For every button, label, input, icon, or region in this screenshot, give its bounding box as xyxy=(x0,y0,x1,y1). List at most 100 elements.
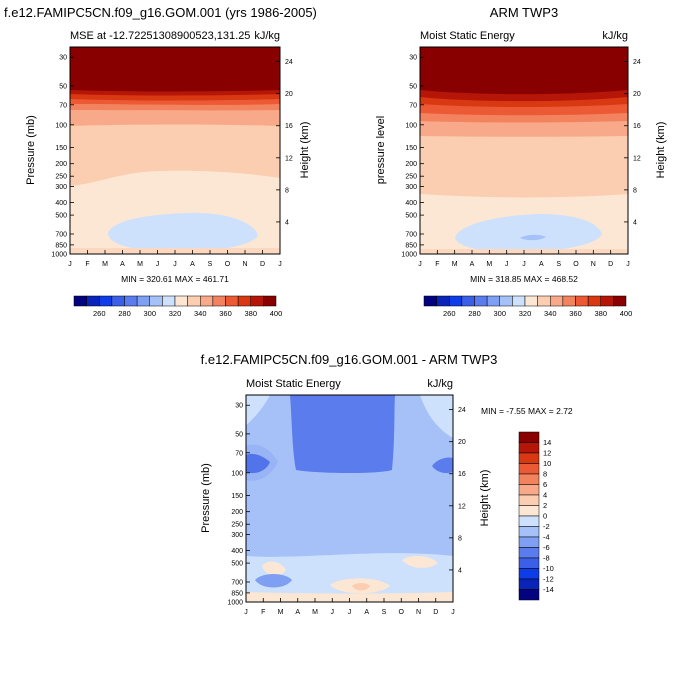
xtick-label: M xyxy=(278,609,284,616)
colorbar-swatch xyxy=(136,295,150,307)
ytick-label: 300 xyxy=(231,532,243,539)
ytick-label: 50 xyxy=(59,83,67,90)
xtick-label: D xyxy=(433,609,438,616)
colorbar-swatch xyxy=(212,295,226,307)
ytick-label: 100 xyxy=(55,122,67,129)
xtick-label: M xyxy=(137,261,143,268)
panel-obs-mse: ARM TWP3 Moist Static Energy kJ/kg press… xyxy=(375,5,667,318)
ytick-right-label: 4 xyxy=(458,567,462,574)
colorbar-label: 300 xyxy=(143,309,156,318)
panel-b-ylabel: pressure level xyxy=(375,116,387,184)
xtick-label: F xyxy=(85,261,89,268)
colorbar-label: -12 xyxy=(543,575,554,584)
xtick-label: O xyxy=(573,261,579,268)
ytick-label: 50 xyxy=(235,431,243,438)
colorbar-label: 2 xyxy=(543,501,547,510)
xtick-label: A xyxy=(295,609,300,616)
xtick-label: A xyxy=(539,261,544,268)
colorbar-label: 12 xyxy=(543,449,551,458)
xtick-label: S xyxy=(382,609,387,616)
panel-c-ylabel: Pressure (mb) xyxy=(200,463,212,533)
xtick-label: J xyxy=(451,609,455,616)
colorbar-swatch xyxy=(423,295,437,307)
colorbar-label: 280 xyxy=(118,309,131,318)
colorbar-label: -2 xyxy=(543,522,550,531)
colorbar-label: 4 xyxy=(543,491,547,500)
panel-b-title: ARM TWP3 xyxy=(490,5,558,20)
ytick-right-label: 8 xyxy=(633,187,637,194)
colorbar-swatch xyxy=(524,295,538,307)
colorbar-label: 260 xyxy=(93,309,106,318)
xtick-label: A xyxy=(470,261,475,268)
colorbar-swatch xyxy=(518,568,540,580)
xtick-label: S xyxy=(556,261,561,268)
ytick-label: 700 xyxy=(405,231,417,238)
ytick-label: 200 xyxy=(55,161,67,168)
colorbar-label: 400 xyxy=(620,309,633,318)
xtick-label: M xyxy=(452,261,458,268)
ytick-label: 400 xyxy=(55,200,67,207)
ytick-label: 100 xyxy=(405,122,417,129)
colorbar-swatch xyxy=(518,515,540,527)
panel-difference-mse: f.e12.FAMIPC5CN.f09_g16.GOM.001 - ARM TW… xyxy=(200,352,573,616)
ytick-label: 850 xyxy=(405,242,417,249)
colorbar-swatch xyxy=(575,295,589,307)
colorbar-swatch xyxy=(518,463,540,475)
panel-b-left-string: Moist Static Energy xyxy=(420,30,515,42)
ytick-right-label: 16 xyxy=(633,123,641,130)
colorbar-swatch xyxy=(518,578,540,590)
xtick-label: F xyxy=(435,261,439,268)
colorbar-label: 340 xyxy=(194,309,207,318)
colorbar-label: 380 xyxy=(244,309,257,318)
colorbar-swatch xyxy=(111,295,125,307)
xtick-label: J xyxy=(626,261,630,268)
panel-a-minmax: MIN = 320.61 MAX = 461.71 xyxy=(121,274,229,284)
xtick-label: J xyxy=(418,261,422,268)
panel-b-ylabel-right: Height (km) xyxy=(655,122,667,179)
ytick-label: 500 xyxy=(405,213,417,220)
xtick-label: J xyxy=(522,261,526,268)
colorbar-swatch xyxy=(518,547,540,559)
colorbar-swatch xyxy=(225,295,239,307)
colorbar-swatch xyxy=(200,295,214,307)
colorbar-swatch xyxy=(518,494,540,506)
panel-c-contour-field xyxy=(246,395,453,602)
xtick-label: J xyxy=(278,261,282,268)
panel-c-units: kJ/kg xyxy=(427,378,453,390)
colorbar-swatch xyxy=(149,295,163,307)
ytick-label: 200 xyxy=(231,509,243,516)
colorbar-swatch xyxy=(250,295,264,307)
colorbar-swatch xyxy=(518,536,540,548)
colorbar-swatch xyxy=(600,295,614,307)
xtick-label: J xyxy=(173,261,177,268)
ytick-label: 400 xyxy=(405,200,417,207)
ytick-label: 500 xyxy=(55,213,67,220)
colorbar-label: -4 xyxy=(543,533,550,542)
colorbar-swatch xyxy=(550,295,564,307)
colorbar-label: -6 xyxy=(543,543,550,552)
colorbar-swatch xyxy=(518,557,540,569)
colorbar-swatch xyxy=(486,295,500,307)
ytick-label: 30 xyxy=(409,55,417,62)
panel-c-title: f.e12.FAMIPC5CN.f09_g16.GOM.001 - ARM TW… xyxy=(201,352,498,367)
ytick-label: 1000 xyxy=(401,252,417,259)
ytick-label: 1000 xyxy=(227,600,243,607)
colorbar-label: -14 xyxy=(543,585,554,594)
colorbar-label: 320 xyxy=(519,309,532,318)
panel-b-minmax: MIN = 318.85 MAX = 468.52 xyxy=(470,274,578,284)
colorbar-label: 300 xyxy=(493,309,506,318)
colorbar-swatch xyxy=(499,295,513,307)
xtick-label: A xyxy=(120,261,125,268)
xtick-label: O xyxy=(399,609,405,616)
ytick-right-label: 16 xyxy=(285,123,293,130)
xtick-label: J xyxy=(68,261,72,268)
ytick-right-label: 8 xyxy=(285,187,289,194)
ytick-label: 150 xyxy=(405,145,417,152)
colorbar-swatch xyxy=(518,589,540,601)
panel-b-contour-field xyxy=(420,47,628,254)
ytick-label: 30 xyxy=(59,55,67,62)
panel-c-left-string: Moist Static Energy xyxy=(246,378,341,390)
ytick-right-label: 12 xyxy=(285,155,293,162)
ytick-right-label: 16 xyxy=(458,471,466,478)
colorbar-swatch xyxy=(512,295,526,307)
